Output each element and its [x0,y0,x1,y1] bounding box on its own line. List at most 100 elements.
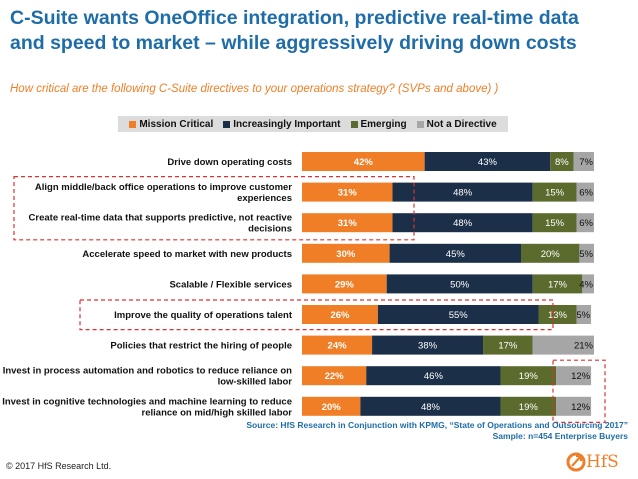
data-label: 15% [545,218,565,229]
chart-legend: Mission Critical Increasingly Important Em… [118,116,508,132]
category-label: Policies that restrict the hiring of peo… [110,341,292,352]
legend-label: Emerging [360,118,407,130]
category-label-line: low-skilled labor [218,377,293,388]
category-label-line: Scalable / Flexible services [169,279,292,290]
category-label: Align middle/back office operations to i… [35,182,292,204]
legend-swatch [350,120,358,128]
legend-item-mission-critical: Mission Critical [129,119,213,130]
hfs-logo: HfS [566,449,630,475]
bar-mission-critical [302,396,361,416]
data-label: 31% [338,188,358,199]
bar-increasingly-important [424,152,551,171]
bar-mission-critical [302,152,425,171]
bar-mission-critical [302,182,393,202]
bar-increasingly-important [392,182,533,202]
category-label: Improve the quality of operations talent [114,310,293,321]
data-label: 48% [453,188,473,199]
page-title: C-Suite wants OneOffice integration, pre… [10,6,630,56]
category-label-line: Improve the quality of operations talent [114,310,293,321]
title-line-1: C-Suite wants OneOffice integration, pre… [10,7,579,29]
data-label: 17% [548,279,568,290]
bar-increasingly-important [366,366,501,386]
data-label: 19% [519,402,539,413]
legend-swatch [223,120,231,128]
data-label: 38% [418,341,438,352]
data-label: 7% [579,157,593,168]
bar-mission-critical [302,335,373,355]
bar-increasingly-important [377,305,539,324]
data-label: 45% [446,249,466,260]
category-label-line: Align middle/back office operations to i… [35,182,292,193]
bar-mission-critical [302,243,390,263]
data-label: 26% [330,310,350,321]
bar-emerging [532,213,577,233]
data-label: 20% [322,402,342,413]
highlight-box-cells [552,359,606,424]
data-label: 31% [338,218,358,229]
bar-not-a-directive [576,305,592,324]
data-label: 6% [579,188,593,199]
highlight-box-rows [13,176,415,241]
data-label: 13% [548,310,568,321]
legend-label: Not a Directive [426,118,497,130]
bar-not-a-directive [576,182,594,202]
bar-mission-critical [302,213,393,233]
legend-item-not-a-directive: Not a Directive [416,118,497,130]
bar-emerging [500,366,557,386]
data-label: 24% [328,341,348,352]
data-label: 55% [449,310,469,321]
bar-emerging [532,182,577,202]
legend-item-emerging: Emerging [350,118,407,130]
category-label-line: Invest in process automation and robotic… [3,366,292,377]
category-label: Create real-time data that supports pred… [29,213,292,235]
data-label: 12% [571,371,591,382]
bar-mission-critical [302,274,387,294]
data-label: 22% [325,371,345,382]
hfs-arrow-icon [566,452,586,472]
bar-not-a-directive [576,213,594,233]
chart-subtitle: How critical are the following C-Suite d… [10,83,499,95]
data-label: 5% [576,310,590,321]
legend-item-increasingly-important: Increasingly Important [223,119,341,130]
data-label: 30% [336,249,356,260]
category-label: Invest in cognitive technologies and mac… [2,396,292,418]
data-label: 19% [519,371,539,382]
data-label: 42% [354,157,374,168]
data-label: 12% [571,402,591,413]
category-label: Invest in process automation and robotic… [3,366,293,388]
legend-swatch [416,120,424,128]
data-label: 8% [555,157,569,168]
bar-not-a-directive [532,335,594,355]
title-line-2: and speed to market – while aggressively… [10,32,577,54]
category-label-line: Accelerate speed to market with new prod… [82,249,292,260]
data-label: 6% [579,218,593,229]
bar-increasingly-important [392,213,533,233]
data-label: 48% [453,218,473,229]
category-label: Accelerate speed to market with new prod… [82,249,292,260]
copyright: © 2017 HfS Research Ltd. [6,461,112,471]
bar-increasingly-important [372,335,484,355]
data-label: 20% [541,249,561,260]
bar-mission-critical [302,366,367,386]
source-line-2: Sample: n=454 Enterprise Buyers [492,431,628,441]
data-label: 46% [424,371,444,382]
data-label: 48% [421,402,441,413]
bar-emerging [550,152,574,171]
bar-not-a-directive [579,243,594,263]
bar-not-a-directive [556,396,592,416]
bar-increasingly-important [386,274,533,294]
data-label: 21% [574,341,594,352]
bar-not-a-directive [582,274,594,294]
category-label-line: reliance on mid/high skilled labor [142,407,293,418]
bar-emerging [538,305,577,324]
data-label: 4% [579,279,593,290]
category-label: Scalable / Flexible services [169,279,292,290]
category-label-line: Policies that restrict the hiring of peo… [110,341,292,352]
bar-increasingly-important [389,243,521,263]
data-label: 50% [450,279,470,290]
legend-label: Mission Critical [139,118,214,130]
bar-mission-critical [302,305,378,324]
bar-emerging [521,243,580,263]
source-note: Source: HfS Research in Conjunction with… [246,420,628,442]
